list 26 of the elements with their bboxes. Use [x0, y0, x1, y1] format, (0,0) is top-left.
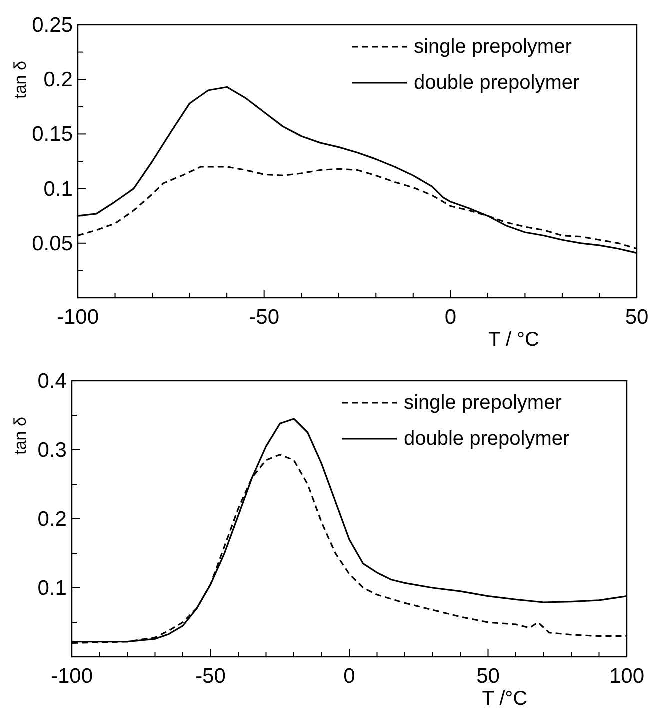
y-tick-label: 0.2: [38, 508, 67, 531]
y-axis-title: tan δ: [11, 61, 30, 99]
y-tick-label: 0.4: [38, 370, 68, 393]
x-tick-label: 50: [625, 306, 649, 329]
y-tick-label: 0.25: [32, 14, 73, 37]
x-tick-label: 100: [609, 665, 645, 688]
x-axis-title: T / °C: [488, 329, 540, 351]
y-tick-label: 0.2: [44, 68, 73, 92]
x-tick-label: 50: [476, 665, 500, 688]
x-tick-label: -50: [196, 665, 226, 688]
y-tick-label: 0.1: [44, 178, 73, 201]
y-tick-label: 0.1: [38, 577, 67, 600]
legend-label: double prepolymer: [414, 72, 580, 94]
x-tick-label: 0: [344, 665, 356, 688]
y-tick-label: 0.05: [32, 232, 73, 256]
x-tick-label: 0: [444, 306, 457, 329]
legend-label: single prepolymer: [414, 36, 572, 58]
x-axis-title: T /°C: [482, 688, 528, 710]
x-tick-label: -50: [249, 306, 280, 329]
x-tick-label: -100: [56, 306, 100, 329]
y-axis-title: tan δ: [11, 417, 30, 455]
y-tick-label: 0.15: [32, 123, 73, 146]
x-tick-label: -100: [50, 665, 94, 688]
y-tick-label: 0.3: [38, 439, 67, 462]
legend-label: single prepolymer: [404, 392, 562, 414]
legend-label: double prepolymer: [404, 428, 570, 450]
